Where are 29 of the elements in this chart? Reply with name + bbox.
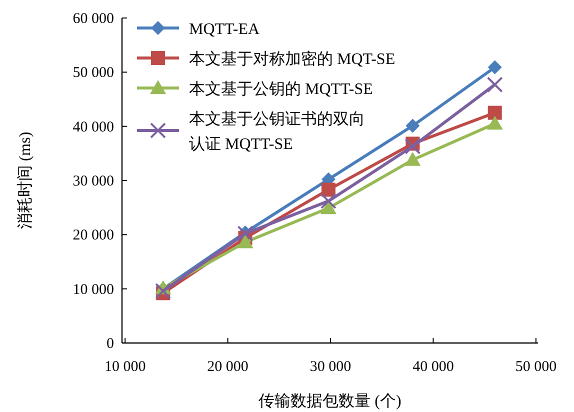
- x-tick-label: 30 000: [310, 359, 352, 375]
- x-tick-label: 20 000: [207, 359, 248, 375]
- y-tick-label: 50 000: [72, 65, 114, 82]
- point: [406, 118, 420, 133]
- point: [155, 283, 172, 299]
- x-axis-title: 传输数据包数量 (个): [258, 392, 402, 410]
- legend-label: 本文基于公钥的 MQTT-SE: [189, 80, 373, 98]
- y-tick-label: 40 000: [72, 119, 114, 136]
- y-tick-label: 30 000: [72, 174, 114, 190]
- point: [486, 116, 503, 130]
- y-tick-label: 0: [106, 336, 114, 352]
- point: [320, 193, 336, 210]
- point: [488, 60, 502, 74]
- point: [321, 182, 336, 197]
- y-tick-label: 60 000: [72, 11, 114, 27]
- legend-label: MQTT-EA: [189, 21, 260, 38]
- x-tick-label: 40 000: [412, 359, 454, 375]
- point: [488, 106, 502, 120]
- legend-label: 本文基于公钥证书的双向认证 MQTT-SE: [189, 110, 365, 153]
- point: [404, 152, 421, 166]
- x-tick-label: 10 000: [104, 359, 146, 375]
- point: [404, 138, 421, 154]
- y-tick-label: 20 000: [72, 228, 114, 244]
- point: [486, 76, 503, 93]
- y-tick-label: 10 000: [72, 282, 114, 298]
- legend-label: 本文基于对称加密的 MQT-SE: [189, 50, 396, 68]
- y-axis-title: 消耗时间 (ms): [16, 132, 34, 230]
- x-tick-label: 50 000: [515, 359, 557, 375]
- point: [237, 234, 254, 248]
